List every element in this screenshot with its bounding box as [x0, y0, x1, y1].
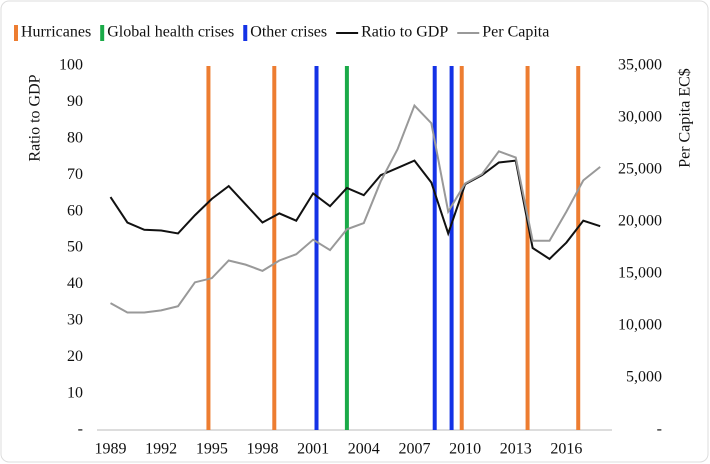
- y2-tick-label: 35,000: [618, 57, 662, 74]
- y2-tick-label: 25,000: [618, 161, 662, 178]
- x-tick-label: 2007: [398, 441, 430, 458]
- y-tick-label: 50: [67, 239, 83, 256]
- y2-tick-label: 20,000: [618, 213, 662, 230]
- legend-label: Other crises: [250, 24, 327, 41]
- x-tick-label: 1995: [196, 441, 228, 458]
- y-tick-label: 10: [67, 384, 83, 401]
- x-tick-label: 2016: [550, 441, 582, 458]
- x-tick-label: 1998: [246, 441, 278, 458]
- y-tick-label: 70: [67, 166, 83, 183]
- y-tick-label: 20: [67, 348, 83, 365]
- y2-tick-label: -: [657, 421, 662, 438]
- legend-label: Per Capita: [482, 24, 549, 41]
- y-tick-label: -: [78, 421, 83, 438]
- x-tick-label: 2013: [500, 441, 532, 458]
- legend-label: Global health crises: [107, 24, 234, 41]
- legend-label: Hurricanes: [21, 24, 91, 41]
- y2-axis-label: Per Capita EC$: [677, 68, 694, 168]
- y-axis-label: Ratio to GDP: [27, 74, 44, 161]
- y-tick-label: 90: [67, 93, 83, 110]
- y-tick-label: 30: [67, 311, 83, 328]
- y2-tick-label: 10,000: [618, 317, 662, 334]
- y-tick-label: 80: [67, 129, 83, 146]
- x-tick-label: 1992: [145, 441, 177, 458]
- x-tick-label: 2001: [297, 441, 329, 458]
- x-tick-label: 2004: [348, 441, 380, 458]
- y-tick-label: 60: [67, 202, 83, 219]
- x-tick-label: 1989: [95, 441, 127, 458]
- y-tick-label: 100: [59, 57, 83, 74]
- y2-tick-label: 15,000: [618, 265, 662, 282]
- series-line: [110, 103, 601, 314]
- y-tick-label: 40: [67, 275, 83, 292]
- legend-label: Ratio to GDP: [361, 24, 448, 41]
- y2-tick-label: 30,000: [618, 109, 662, 126]
- y2-tick-label: 5,000: [626, 369, 662, 386]
- x-tick-label: 2010: [449, 441, 481, 458]
